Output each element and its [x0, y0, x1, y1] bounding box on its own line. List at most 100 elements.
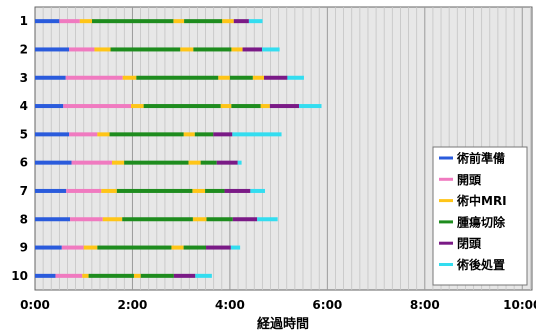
bar-segment: [35, 273, 56, 278]
bar-segment: [257, 217, 278, 222]
bar-segment: [193, 47, 232, 52]
bar-segment: [94, 47, 111, 52]
bar-segment: [262, 47, 280, 52]
bar-segment: [63, 104, 131, 109]
x-tick-label: 0:00: [20, 298, 50, 312]
bar-segment: [110, 47, 181, 52]
bar-segment: [83, 245, 98, 250]
category-labels: 1 2 3 4 5 6 7 8 9 10: [11, 14, 28, 283]
bar-segment: [71, 160, 112, 165]
bar-segment: [102, 217, 123, 222]
bar-segment: [242, 47, 263, 52]
bar-segment: [101, 188, 117, 193]
bar-segment: [233, 19, 249, 24]
bar-segment: [171, 245, 184, 250]
bar-segment: [213, 132, 233, 137]
bar-segment: [222, 19, 234, 24]
bar-segment: [35, 217, 71, 222]
bar-segment: [122, 75, 137, 80]
bar-segments: [35, 19, 322, 278]
bar-segment: [260, 104, 270, 109]
bar-segment: [35, 245, 62, 250]
bar-segment: [97, 132, 110, 137]
bar-segment: [59, 19, 80, 24]
bar-segment: [250, 188, 265, 193]
bar-segment: [252, 75, 265, 80]
bar-segment: [206, 245, 231, 250]
bar-segment: [61, 245, 84, 250]
bar-segment: [116, 188, 193, 193]
bar-segment: [35, 160, 72, 165]
bar-segment: [224, 188, 251, 193]
bar-segment: [55, 273, 83, 278]
bar-segment: [231, 104, 261, 109]
bar-segment: [188, 160, 201, 165]
x-tick-labels: 0:00 2:00 4:00 6:00 8:00 10:00: [20, 298, 536, 312]
bar-segment: [69, 47, 95, 52]
x-tick-label: 2:00: [118, 298, 148, 312]
bar-segment: [299, 104, 322, 109]
bar-segment: [248, 19, 263, 24]
bar-segment: [184, 19, 223, 24]
bar-segment: [194, 132, 214, 137]
bar-segment: [216, 160, 238, 165]
x-tick-label: 6:00: [312, 298, 342, 312]
bar-segment: [35, 104, 64, 109]
category-label: 7: [20, 184, 28, 198]
bar-segment: [65, 75, 123, 80]
category-label: 1: [20, 14, 28, 28]
bar-segment: [192, 188, 206, 193]
bar-segment: [195, 273, 212, 278]
x-axis-title: 経過時間: [257, 316, 309, 331]
bar-segment: [231, 47, 243, 52]
bar-segment: [130, 104, 144, 109]
bar-segment: [269, 104, 300, 109]
bar-segment: [206, 217, 233, 222]
legend-label: 腫瘍切除: [457, 214, 506, 229]
x-tick-label: 8:00: [410, 298, 440, 312]
bar-segment: [287, 75, 304, 80]
bar-segment: [111, 160, 125, 165]
bar-segment: [183, 132, 195, 137]
bar-segment: [35, 75, 66, 80]
bar-segment: [264, 75, 288, 80]
bar-segment: [220, 104, 232, 109]
legend-label: 術中MRI: [456, 193, 507, 208]
bar-segment: [69, 132, 98, 137]
category-label: 2: [20, 42, 28, 56]
legend-label: 術後処置: [456, 257, 505, 272]
bar-segment: [122, 217, 193, 222]
legend-label: 閉頭: [457, 237, 482, 251]
category-label: 8: [20, 212, 28, 226]
category-label: 9: [20, 241, 28, 255]
bar-segment: [133, 273, 141, 278]
legend-label: 開頭: [457, 173, 482, 187]
bar-segment: [66, 188, 102, 193]
bar-segment: [124, 160, 189, 165]
bar-segment: [92, 19, 174, 24]
bar-segment: [79, 19, 93, 24]
bar-segment: [229, 75, 253, 80]
bar-segment: [35, 19, 60, 24]
bar-segment: [35, 47, 70, 52]
bar-segment: [180, 47, 194, 52]
bar-segment: [192, 217, 207, 222]
bar-segment: [173, 273, 196, 278]
category-label: 6: [20, 156, 28, 170]
category-label: 3: [20, 71, 28, 85]
bar-segment: [88, 273, 134, 278]
bar-segment: [35, 188, 67, 193]
legend-label: 術前準備: [456, 151, 505, 166]
bar-segment: [230, 245, 241, 250]
category-label: 10: [11, 269, 28, 283]
bar-segment: [205, 188, 225, 193]
bar-segment: [70, 217, 103, 222]
bar-segment: [97, 245, 172, 250]
bar-segment: [232, 217, 258, 222]
bar-segment: [173, 19, 185, 24]
bar-segment: [183, 245, 207, 250]
bar-segment: [82, 273, 89, 278]
x-tick-label: 10:00: [503, 298, 536, 312]
